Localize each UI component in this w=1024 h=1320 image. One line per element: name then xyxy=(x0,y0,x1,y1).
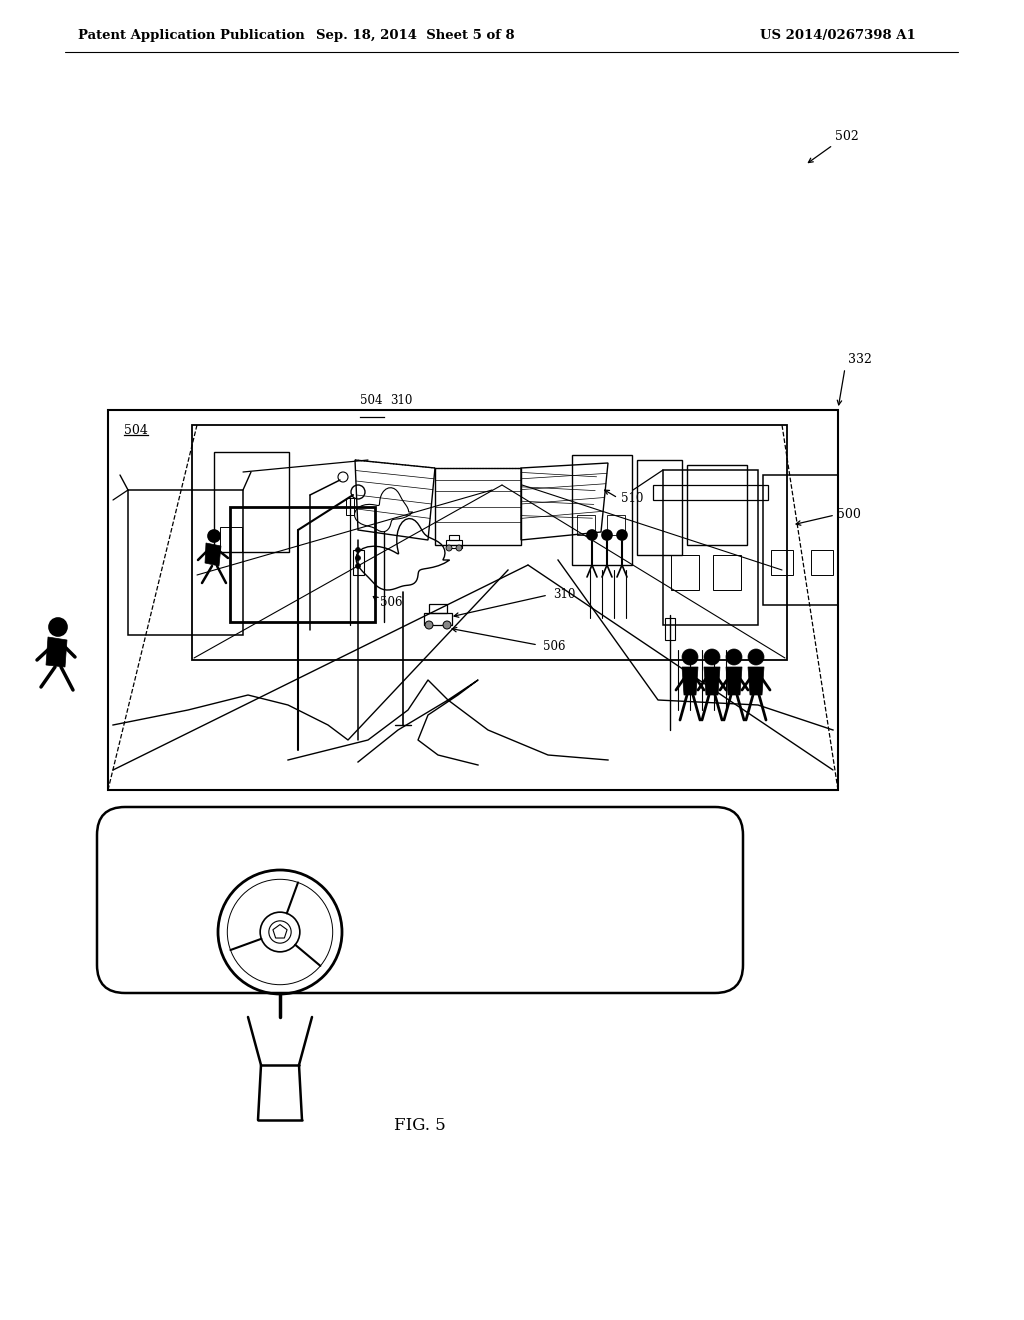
Circle shape xyxy=(705,649,720,665)
Bar xyxy=(771,550,793,576)
Bar xyxy=(665,618,675,640)
Circle shape xyxy=(587,531,597,540)
Text: 500: 500 xyxy=(837,507,861,520)
Circle shape xyxy=(425,620,433,630)
Polygon shape xyxy=(682,667,698,696)
Circle shape xyxy=(748,649,764,665)
Text: 332: 332 xyxy=(848,352,871,366)
Circle shape xyxy=(456,545,462,550)
Text: Sep. 18, 2014  Sheet 5 of 8: Sep. 18, 2014 Sheet 5 of 8 xyxy=(315,29,514,41)
Text: 310: 310 xyxy=(390,393,413,407)
Text: 510: 510 xyxy=(621,491,643,504)
Circle shape xyxy=(682,649,698,665)
Circle shape xyxy=(355,556,360,561)
Text: 506: 506 xyxy=(380,595,402,609)
Bar xyxy=(663,470,758,624)
Bar xyxy=(230,507,375,622)
Bar xyxy=(353,550,364,576)
Text: Patent Application Publication: Patent Application Publication xyxy=(78,29,305,41)
Circle shape xyxy=(726,649,742,665)
Polygon shape xyxy=(726,667,742,696)
Bar xyxy=(449,535,459,540)
Circle shape xyxy=(617,531,627,540)
Text: 504: 504 xyxy=(124,424,147,437)
Bar xyxy=(214,451,289,552)
Bar xyxy=(637,459,682,554)
Bar xyxy=(424,612,452,624)
Text: 506: 506 xyxy=(543,640,565,653)
Bar xyxy=(220,527,242,552)
Bar xyxy=(811,550,833,576)
Text: 504: 504 xyxy=(360,393,383,407)
Circle shape xyxy=(446,545,452,550)
Bar xyxy=(446,540,462,548)
Bar xyxy=(193,425,787,660)
Text: FIG. 5: FIG. 5 xyxy=(394,1117,445,1134)
Circle shape xyxy=(49,618,67,636)
Polygon shape xyxy=(205,543,221,566)
Bar xyxy=(687,465,746,545)
Circle shape xyxy=(443,620,451,630)
Polygon shape xyxy=(46,638,67,667)
Polygon shape xyxy=(705,667,720,696)
Bar xyxy=(577,515,595,535)
Bar xyxy=(653,484,768,500)
Text: US 2014/0267398 A1: US 2014/0267398 A1 xyxy=(760,29,915,41)
Bar xyxy=(346,498,354,515)
Bar xyxy=(763,475,838,605)
Bar xyxy=(128,490,243,635)
Text: 310: 310 xyxy=(553,589,575,602)
Bar xyxy=(108,411,838,789)
Circle shape xyxy=(355,548,360,553)
Text: 502: 502 xyxy=(835,129,859,143)
Circle shape xyxy=(602,531,612,540)
Bar xyxy=(429,605,447,612)
Circle shape xyxy=(208,531,220,543)
Bar xyxy=(713,554,741,590)
Bar xyxy=(572,455,632,565)
Polygon shape xyxy=(748,667,764,696)
Bar xyxy=(607,515,625,535)
Bar xyxy=(671,554,699,590)
Circle shape xyxy=(355,564,360,569)
